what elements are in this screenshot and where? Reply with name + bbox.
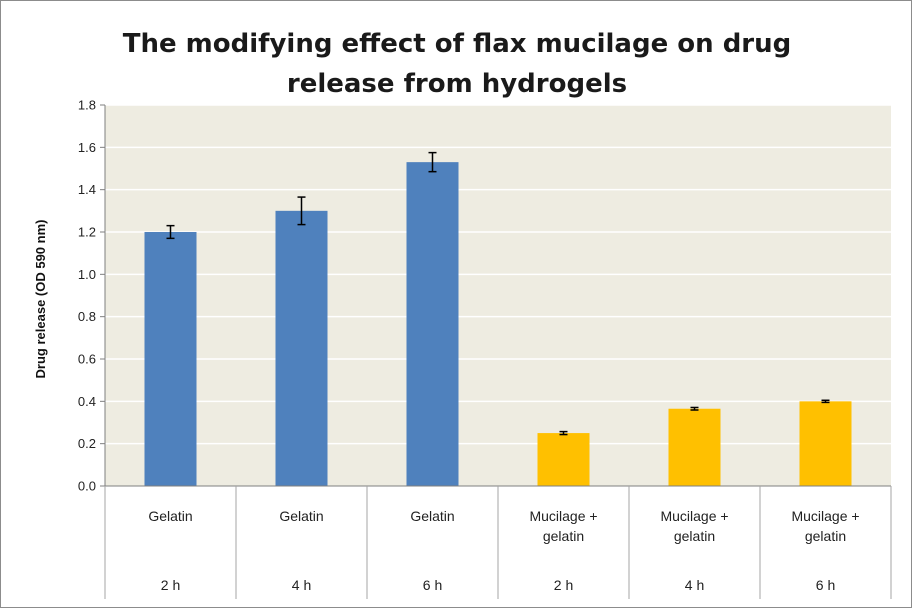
bars [144, 162, 852, 487]
y-tick-label: 0.4 [78, 394, 96, 409]
y-tick-label: 1.2 [78, 225, 96, 240]
category-table: Gelatin 2 h Gelatin 4 h Gelatin 6 h Mucilage +… [104, 485, 892, 599]
bar [537, 433, 590, 486]
category-group-label: gelatin [674, 528, 715, 544]
category-group-label: Gelatin [148, 508, 192, 524]
y-axis-ticks: 0.0 0.2 0.4 0.6 0.8 1.0 1.2 1.4 1.6 1.8 [78, 98, 106, 494]
category-time-label: 6 h [816, 577, 835, 593]
category-group-label: gelatin [543, 528, 584, 544]
category-time-label: 2 h [161, 577, 180, 593]
bar [799, 401, 852, 486]
gridlines [105, 104, 891, 445]
bar [668, 408, 721, 486]
category-group-label: Mucilage + [660, 508, 728, 524]
category-group-label: Gelatin [410, 508, 454, 524]
y-tick-label: 1.4 [78, 182, 96, 197]
plot-area [105, 105, 891, 486]
category-group-label: Mucilage + [791, 508, 859, 524]
chart-title-line-2: release from hydrogels [287, 69, 627, 99]
category-group-label: Mucilage + [529, 508, 597, 524]
category-time-label: 4 h [292, 577, 311, 593]
category-time-label: 2 h [554, 577, 573, 593]
category-time-label: 6 h [423, 577, 442, 593]
y-tick-label: 1.0 [78, 267, 96, 282]
y-axis-label: Drug release (OD 590 nm) [33, 220, 48, 379]
y-tick-label: 0.6 [78, 352, 96, 367]
y-tick-label: 0.2 [78, 436, 96, 451]
y-tick-label: 1.6 [78, 140, 96, 155]
y-tick-label: 0.0 [78, 479, 96, 494]
category-time-label: 4 h [685, 577, 704, 593]
chart-title-line-1: The modifying effect of flax mucilage on… [123, 29, 792, 59]
category-group-label: Gelatin [279, 508, 323, 524]
y-tick-label: 1.8 [78, 98, 96, 113]
y-tick-label: 0.8 [78, 309, 96, 324]
error-bars [166, 151, 830, 436]
bar [406, 162, 459, 486]
bar [275, 210, 328, 487]
bar [144, 232, 197, 486]
category-group-label: gelatin [805, 528, 846, 544]
